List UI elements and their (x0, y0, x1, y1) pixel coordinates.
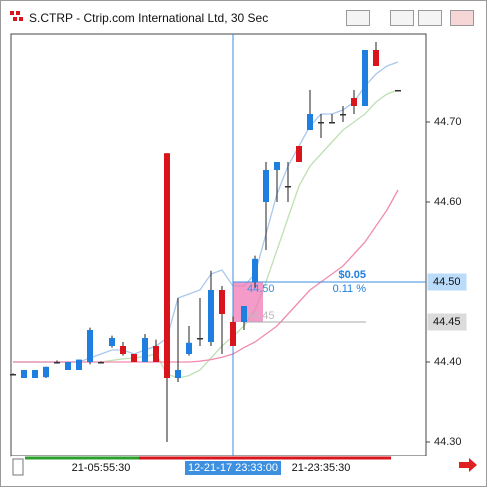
measure-box (233, 282, 263, 322)
x-tick-label: 21-23:35:30 (292, 462, 351, 474)
candle-body (10, 374, 16, 376)
x-tick-label: 12-21-17 23:33:00 (188, 462, 278, 474)
candle-body (87, 330, 93, 362)
maximize-button[interactable] (418, 10, 442, 26)
candle-body (395, 90, 401, 92)
candle-body (153, 346, 159, 362)
candle-body (252, 258, 258, 282)
measure-change: $0.05 (338, 269, 366, 281)
candle-body (131, 354, 137, 362)
candle-body (21, 370, 27, 378)
candle-body (164, 153, 170, 378)
candle-body (197, 338, 203, 340)
candle-body (362, 50, 368, 106)
link-button[interactable] (346, 10, 370, 26)
y-tick-label: 44.30 (434, 436, 462, 448)
y-tick-label: 44.70 (434, 116, 462, 128)
candle-body (318, 122, 324, 124)
window-title: S.CTRP - Ctrip.com International Ltd, 30… (29, 11, 269, 25)
title-bar: S.CTRP - Ctrip.com International Ltd, 30… (1, 1, 486, 31)
scroll-arrow[interactable] (459, 458, 477, 472)
candle-body (32, 370, 38, 378)
price-marker-label: 44.50 (433, 276, 461, 288)
candle-body (307, 114, 313, 130)
candle-body (98, 362, 104, 364)
candle-body (142, 338, 148, 362)
candle-body (373, 50, 379, 66)
candle-body (208, 290, 214, 342)
candle-body (241, 306, 247, 322)
candle-body (43, 366, 49, 378)
measure-start-label: 44.45 (247, 310, 275, 322)
scroll-box[interactable] (12, 458, 24, 476)
candle-body (120, 346, 126, 354)
candle-body (76, 359, 82, 370)
candle-body (285, 186, 291, 188)
candle-body (65, 362, 71, 370)
x-tick-label: 21-05:55:30 (72, 462, 131, 474)
y-tick-label: 44.40 (434, 356, 462, 368)
y-tick-label: 44.60 (434, 196, 462, 208)
candle-body (186, 342, 192, 354)
price-marker (427, 313, 467, 331)
candle-body (54, 362, 60, 364)
candle-body (329, 122, 335, 124)
candle-body (340, 114, 346, 116)
app-icon (10, 11, 23, 21)
price-marker-label: 44.45 (433, 316, 461, 328)
candle-body (351, 98, 357, 106)
candle-body (274, 162, 280, 170)
candle-body (109, 338, 115, 346)
candle-body (230, 322, 236, 346)
measure-end-label: 44.50 (247, 283, 275, 295)
close-button[interactable] (450, 10, 474, 26)
time-highlight (185, 461, 281, 475)
candle-body (263, 170, 269, 202)
measure-percent: 0.11 % (333, 283, 367, 295)
price-marker (427, 273, 467, 291)
candle-body (175, 370, 181, 378)
minimize-button[interactable] (390, 10, 414, 26)
candle-body (219, 290, 225, 314)
candle-body (296, 146, 302, 162)
